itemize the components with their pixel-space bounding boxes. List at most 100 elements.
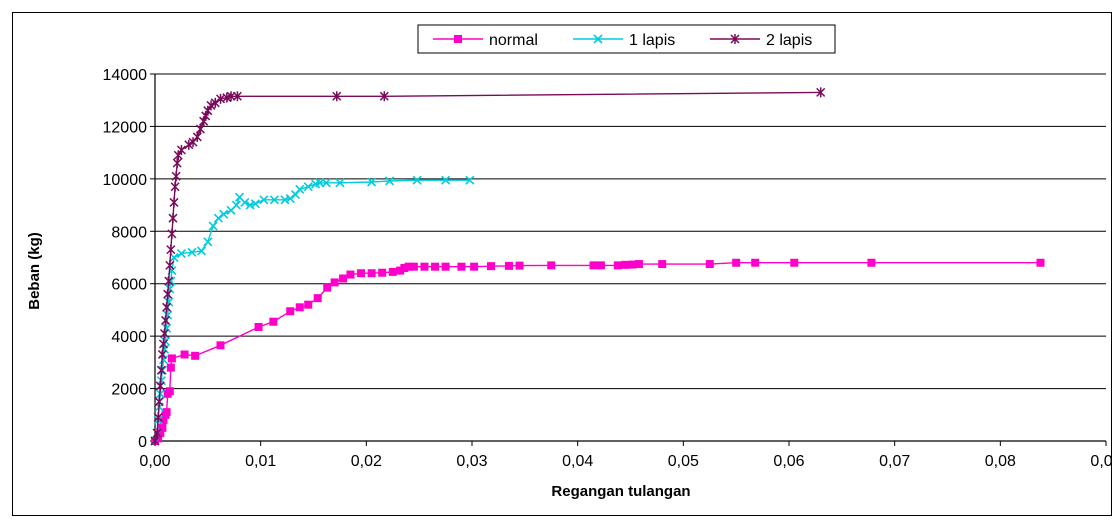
data-point: [195, 124, 205, 135]
data-point: [751, 258, 760, 267]
legend-box: [417, 24, 836, 54]
data-point: [420, 262, 429, 271]
gridlines: [155, 73, 1106, 390]
x-tick-label: 0,02: [351, 453, 382, 470]
series-2-lapis: [150, 87, 826, 446]
data-point: [732, 258, 741, 267]
data-point: [404, 262, 413, 271]
data-point: [396, 266, 405, 275]
data-point: [339, 274, 348, 283]
x-tick-label: 0,01: [245, 453, 276, 470]
y-tick-label: 12000: [103, 119, 148, 136]
x-tick-label: 0,03: [456, 453, 487, 470]
data-point: [628, 260, 637, 269]
data-point: [150, 436, 160, 446]
data-point: [213, 213, 223, 223]
data-point: [441, 175, 451, 185]
data-point: [216, 341, 225, 350]
data-point: [240, 197, 250, 208]
data-point: [431, 262, 440, 271]
data-point: [163, 289, 173, 300]
series-line: [154, 179, 470, 442]
data-point: [286, 307, 295, 316]
data-point: [184, 139, 194, 150]
legend-marker: [593, 34, 603, 44]
series-normal: [151, 258, 1045, 445]
x-tick-label: 0,07: [879, 453, 910, 470]
data-point: [206, 100, 216, 111]
data-point: [167, 354, 176, 363]
data-point: [170, 181, 180, 192]
data-point: [547, 261, 556, 270]
data-point: [232, 91, 242, 102]
data-point: [470, 262, 479, 271]
data-point: [167, 228, 177, 239]
data-point: [304, 300, 313, 309]
data-point: [367, 177, 377, 187]
data-point: [412, 175, 422, 185]
data-point: [303, 182, 313, 192]
y-tick-label: 8000: [111, 224, 147, 241]
data-point: [245, 200, 255, 210]
data-point: [154, 396, 164, 407]
data-point: [790, 258, 799, 267]
data-point: [162, 302, 172, 313]
data-point: [192, 131, 202, 142]
data-point: [166, 244, 176, 255]
x-tick-labels: 0,00 0,01 0,02 0,03 0,04 0,05 0,06 0,07 0,08 0,09: [139, 453, 1113, 470]
data-point: [457, 262, 466, 271]
data-point: [280, 195, 290, 205]
data-point: [621, 260, 630, 269]
data-point: [285, 193, 295, 204]
x-tick-label: 0,06: [773, 453, 804, 470]
data-point: [379, 91, 389, 102]
data-point: [169, 197, 179, 208]
data-point: [816, 87, 826, 98]
data-point: [187, 247, 197, 257]
data-point: [269, 195, 279, 205]
legend-label: 1 lapis: [629, 32, 675, 49]
data-point: [165, 260, 175, 271]
data-point: [152, 428, 162, 439]
data-point: [157, 349, 167, 360]
data-point: [613, 261, 622, 270]
data-point: [465, 175, 475, 185]
y-tick-label: 14000: [103, 67, 148, 84]
data-point: [313, 294, 322, 303]
data-point: [162, 408, 171, 417]
data-point: [158, 423, 167, 432]
data-point: [378, 268, 387, 277]
data-point: [153, 412, 163, 423]
x-tick-label: 0,09: [1090, 453, 1113, 470]
data-point: [589, 261, 598, 270]
x-tick-label: 0,05: [668, 453, 699, 470]
data-point: [208, 221, 218, 231]
data-point: [335, 178, 345, 188]
data-point: [321, 178, 331, 188]
x-axis-title: Regangan tulangan: [551, 483, 690, 500]
data-point: [409, 262, 418, 271]
data-point: [168, 213, 178, 224]
data-point: [295, 303, 304, 312]
data-point: [867, 258, 876, 267]
data-point: [487, 262, 496, 271]
x-tick-label: 0,00: [139, 453, 170, 470]
data-point: [231, 200, 241, 210]
data-point: [203, 237, 213, 247]
data-point: [634, 260, 643, 269]
data-point: [219, 209, 229, 219]
data-point: [357, 269, 366, 278]
data-point: [210, 97, 220, 108]
data-point: [705, 260, 714, 269]
x-tick-label: 0,04: [562, 453, 593, 470]
legend: normal 1 lapis 2 lapis: [417, 24, 836, 54]
y-tick-label: 10000: [103, 172, 148, 189]
data-point: [171, 171, 181, 182]
data-point: [515, 261, 524, 270]
data-point: [441, 262, 450, 271]
series-line: [154, 262, 1041, 442]
data-point: [254, 322, 263, 331]
data-point: [176, 249, 186, 259]
data-point: [388, 267, 397, 276]
